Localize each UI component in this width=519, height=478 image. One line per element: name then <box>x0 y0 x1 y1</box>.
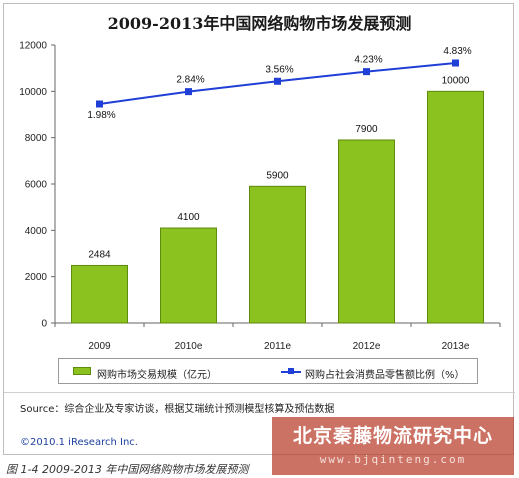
copyright-note: ©2010.1 iResearch Inc. <box>20 437 138 448</box>
legend-bar-label: 网购市场交易规模（亿元） <box>97 370 217 381</box>
percent-point-2013e <box>452 59 459 67</box>
source-divider <box>4 392 515 393</box>
percent-value-label: 1.98% <box>87 110 115 121</box>
legend-line-swatch <box>281 368 301 374</box>
bar-value-label: 2484 <box>88 249 111 260</box>
y-tick-label: 0 <box>41 319 47 330</box>
percent-value-label: 2.84% <box>176 75 204 86</box>
chart-title: 2009-2013年中国网络购物市场发展预测 <box>107 14 412 33</box>
percent-point-2009 <box>96 100 103 108</box>
watermark-title: 北京秦藤物流研究中心 <box>292 425 493 447</box>
y-tick-label: 4000 <box>25 226 48 237</box>
bar-value-label: 4100 <box>177 212 200 223</box>
legend-line-label: 网购占社会消费品零售额比例（%） <box>305 370 465 381</box>
x-tick-label: 2010e <box>175 341 203 352</box>
chart-legend: 网购市场交易规模（亿元） 网购占社会消费品零售额比例（%） <box>58 358 478 384</box>
watermark: 北京秦藤物流研究中心 www.bjqinteng.com <box>272 417 514 475</box>
bar-2013e <box>427 90 484 324</box>
percent-point-2012e <box>363 68 370 76</box>
watermark-url: www.bjqinteng.com <box>319 453 467 466</box>
bar-2010e <box>160 227 217 324</box>
source-note: Source：综合企业及专家访谈，根据艾瑞统计预测模型核算及预估数据 <box>20 404 335 415</box>
bar-value-label: 10000 <box>442 75 470 86</box>
y-tick-label: 10000 <box>19 87 47 98</box>
bar-2011e <box>249 185 306 324</box>
percent-point-2010e <box>185 88 192 96</box>
percent-value-label: 3.56% <box>265 64 293 75</box>
x-tick-label: 2012e <box>353 341 381 352</box>
y-tick-label: 2000 <box>25 272 48 283</box>
y-tick-label: 6000 <box>25 180 48 191</box>
x-tick-label: 2011e <box>264 341 292 352</box>
bar-value-label: 5900 <box>266 170 289 181</box>
y-tick-label: 8000 <box>25 133 48 144</box>
bar-2012e <box>338 139 395 324</box>
x-tick-label: 2013e <box>442 341 470 352</box>
bar-value-label: 7900 <box>355 124 378 135</box>
y-tick-label: 12000 <box>19 41 47 52</box>
figure-caption: 图 1-4 2009-2013 年中国网络购物市场发展预测 <box>6 463 249 476</box>
x-tick-label: 2009 <box>88 341 111 352</box>
percent-value-label: 4.83% <box>443 46 471 57</box>
legend-bar-swatch <box>73 367 91 375</box>
bar-2009 <box>71 264 128 324</box>
percent-point-2011e <box>274 77 281 85</box>
percent-value-label: 4.23% <box>354 55 382 66</box>
